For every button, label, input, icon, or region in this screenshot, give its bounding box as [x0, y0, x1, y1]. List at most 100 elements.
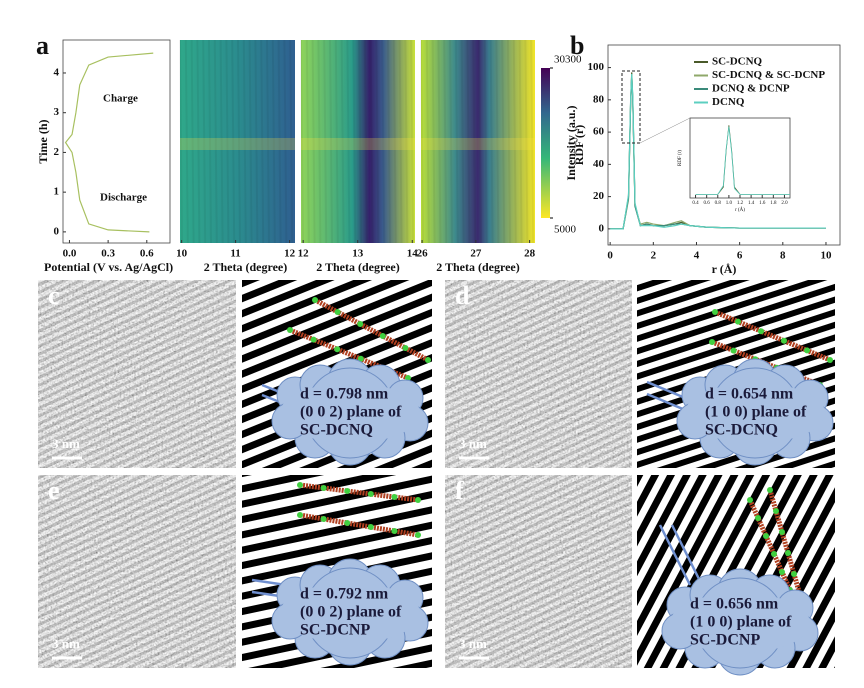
annotation-text: SC-DCNQ — [300, 422, 373, 439]
heatmap-texture — [254, 39, 259, 244]
x-tick-label: 0.8 — [715, 201, 722, 206]
atom — [771, 551, 777, 557]
heatmap-texture — [495, 39, 500, 244]
heatmap-texture — [431, 39, 436, 244]
heatmap-texture — [242, 39, 247, 244]
atom — [415, 532, 421, 538]
atom — [391, 528, 398, 534]
atom — [357, 321, 364, 327]
annotation-text: SC-DCNP — [300, 622, 370, 639]
heatmap-texture — [489, 39, 494, 244]
x-tick-label: 1.6 — [759, 201, 766, 206]
y-tick-label: 40 — [593, 158, 605, 170]
annotation-text: d = 0.798 nm — [300, 386, 389, 403]
x-tick-label: 10 — [176, 248, 188, 260]
heatmap-band — [421, 138, 535, 150]
scale-bar-label: 3 nm — [52, 636, 80, 651]
atom — [709, 339, 715, 345]
x-tick-label: 13 — [352, 248, 364, 260]
atom — [312, 297, 318, 303]
legend-label: DCNQ — [712, 96, 745, 108]
heatmap-texture — [346, 39, 351, 244]
fringe-marker — [670, 524, 704, 586]
x-tick-label: 6 — [737, 250, 743, 262]
atom — [367, 491, 374, 497]
atom — [779, 569, 785, 575]
x-tick-label: 1.8 — [770, 201, 777, 206]
heatmap-texture — [179, 39, 183, 244]
legend-label: DCNQ & DCNP — [712, 83, 790, 95]
tem-fringes — [445, 280, 632, 468]
heatmap-texture — [340, 39, 345, 244]
heatmap-texture — [501, 39, 506, 244]
heatmap-texture — [196, 39, 201, 244]
x-tick-label: 0.0 — [63, 248, 77, 260]
annotation-text: (1 0 0) plane of — [690, 614, 792, 631]
heatmap-texture — [387, 39, 391, 244]
heatmap-texture — [512, 39, 517, 244]
heatmap-texture — [266, 39, 270, 244]
heatmap-texture — [277, 39, 282, 244]
tem-fringes — [38, 475, 236, 668]
atom — [297, 512, 303, 518]
heatmap-texture — [289, 39, 294, 244]
atom — [287, 327, 293, 333]
x-axis-label: r (Å) — [735, 207, 745, 213]
atom — [391, 494, 398, 500]
atom — [379, 333, 386, 339]
panel-label: b — [570, 31, 584, 60]
annotation-text: d = 0.656 nm — [690, 596, 779, 613]
heatmap-texture — [460, 39, 465, 244]
annotation-text: d = 0.654 nm — [705, 386, 794, 403]
cloud — [685, 383, 825, 443]
colorbar-title: Intensity (a.u.) — [564, 105, 578, 180]
heatmap-band — [180, 138, 295, 150]
y-tick-label: 0 — [599, 222, 605, 234]
x-tick-label: 0.3 — [101, 248, 115, 260]
molecule-chain — [714, 309, 831, 363]
atom — [763, 533, 769, 539]
atom — [791, 571, 797, 577]
heatmap-texture — [404, 39, 409, 244]
heatmap-texture — [472, 39, 477, 244]
atom — [425, 357, 431, 363]
y-tick-label: 4 — [54, 67, 60, 79]
y-axis-label: RDF (r) — [678, 150, 683, 166]
x-tick-label: 1.2 — [737, 201, 744, 206]
atom — [773, 508, 779, 514]
atom — [785, 550, 791, 556]
heatmap-texture — [237, 39, 241, 244]
molecule-chain — [313, 297, 430, 363]
heatmap-texture — [283, 39, 288, 244]
atom — [344, 520, 351, 526]
x-tick-label: 11 — [230, 248, 240, 260]
heatmap-texture — [425, 39, 430, 244]
x-axis-label: 2 Theta (degree) — [436, 260, 520, 274]
heatmap-texture — [437, 39, 442, 244]
heatmap-texture — [398, 39, 403, 244]
x-tick-label: 27 — [470, 248, 482, 260]
x-axis-label: 2 Theta (degree) — [316, 260, 400, 274]
annotation-text: (0 0 2) plane of — [300, 404, 402, 421]
molecule-chain — [767, 489, 803, 596]
x-tick-label: 4 — [694, 250, 700, 262]
heatmap-texture — [369, 39, 374, 244]
heatmap-texture — [518, 39, 523, 244]
panel-label: a — [36, 31, 49, 60]
panel-label: f — [455, 476, 464, 505]
plot-frame — [62, 39, 171, 244]
annotation-text: (0 0 2) plane of — [300, 604, 402, 621]
heatmap-texture — [483, 39, 488, 244]
x-axis-label: Potential (V vs. Ag/AgCl) — [44, 260, 173, 274]
annotation-text: d = 0.792 nm — [300, 586, 389, 603]
y-axis-label: RDF (r) — [572, 125, 586, 166]
atom — [755, 515, 761, 521]
atom — [758, 328, 764, 335]
heatmap-texture — [202, 39, 207, 244]
colorbar-label: 30300 — [554, 54, 582, 66]
atom — [334, 346, 341, 353]
atom — [367, 524, 374, 530]
atom — [712, 309, 718, 315]
heatmap-texture — [420, 39, 424, 244]
heatmap-texture — [271, 39, 276, 244]
